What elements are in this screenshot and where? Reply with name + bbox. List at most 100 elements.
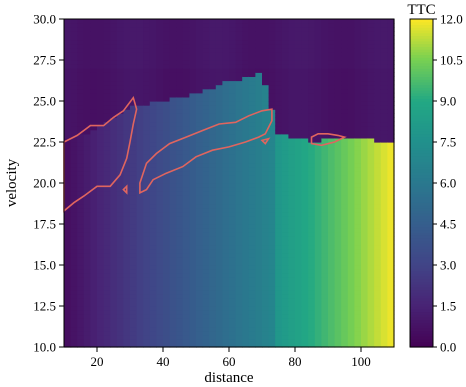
heatmap-cell — [341, 277, 349, 282]
heatmap-cell — [83, 301, 91, 307]
heatmap-cell — [248, 191, 256, 196]
heatmap-cell — [387, 203, 395, 209]
heatmap-cell — [116, 252, 124, 258]
heatmap-cell — [156, 35, 164, 41]
heatmap-cell — [149, 166, 157, 172]
heatmap-cell — [156, 260, 164, 266]
heatmap-cell — [163, 273, 171, 278]
heatmap-cell — [242, 125, 250, 131]
heatmap-cell — [367, 92, 375, 98]
heatmap-cell — [110, 117, 118, 123]
heatmap-cell — [130, 187, 138, 192]
heatmap-cell — [262, 72, 270, 77]
heatmap-cell — [196, 219, 204, 225]
heatmap-cell — [136, 88, 144, 94]
heatmap-cell — [248, 297, 256, 303]
heatmap-cell — [163, 146, 171, 151]
heatmap-cell — [361, 133, 369, 139]
heatmap-cell — [288, 117, 296, 123]
heatmap-cell — [209, 269, 217, 274]
heatmap-cell — [77, 318, 85, 323]
heatmap-cell — [308, 228, 316, 233]
heatmap-cell — [83, 318, 91, 323]
y-tick-label: 10.0 — [33, 340, 56, 355]
heatmap-cell — [347, 273, 355, 278]
heatmap-cell — [262, 121, 270, 127]
heatmap-cell — [136, 244, 144, 250]
heatmap-cell — [308, 51, 316, 57]
heatmap-cell — [314, 322, 322, 328]
heatmap-cell — [110, 318, 118, 323]
heatmap-cell — [314, 240, 322, 246]
heatmap-cell — [281, 236, 289, 241]
heatmap-cell — [361, 92, 369, 98]
heatmap-cell — [380, 170, 388, 176]
heatmap-cell — [268, 105, 276, 110]
heatmap-cell — [176, 219, 184, 225]
heatmap-cell — [156, 248, 164, 254]
heatmap-cell — [156, 334, 164, 340]
heatmap-cell — [149, 265, 157, 270]
colorbar-segment — [410, 29, 433, 34]
heatmap-cell — [64, 232, 72, 237]
heatmap-cell — [156, 183, 164, 188]
heatmap-cell — [169, 326, 177, 332]
heatmap-cell — [361, 203, 369, 209]
heatmap-cell — [374, 215, 382, 221]
heatmap-cell — [103, 260, 111, 266]
heatmap-cell — [97, 322, 105, 328]
heatmap-cell — [196, 142, 204, 147]
heatmap-cell — [334, 183, 342, 188]
heatmap-cell — [97, 252, 105, 258]
heatmap-cell — [196, 199, 204, 205]
colorbar-segment — [410, 191, 433, 195]
colorbar-tick-label: 6.0 — [440, 176, 456, 191]
heatmap-cell — [321, 105, 329, 110]
heatmap-cell — [235, 301, 243, 307]
heatmap-cell — [347, 195, 355, 200]
heatmap-cell — [361, 277, 369, 282]
heatmap-cell — [380, 252, 388, 258]
heatmap-cell — [262, 60, 270, 65]
heatmap-cell — [189, 117, 197, 123]
heatmap-cell — [301, 252, 309, 258]
heatmap-cell — [262, 293, 270, 299]
heatmap-cell — [149, 318, 157, 323]
heatmap-cell — [156, 240, 164, 246]
heatmap-cell — [255, 306, 263, 311]
colorbar-segment — [410, 114, 433, 118]
heatmap-cell — [222, 248, 230, 254]
heatmap-cell — [110, 207, 118, 213]
heatmap-cell — [209, 133, 217, 139]
heatmap-cell — [281, 314, 289, 319]
heatmap-cell — [314, 183, 322, 188]
heatmap-cell — [275, 80, 283, 86]
heatmap-cell — [136, 326, 144, 332]
heatmap-cell — [163, 240, 171, 246]
heatmap-cell — [176, 236, 184, 241]
heatmap-cell — [268, 326, 276, 332]
heatmap-cell — [242, 101, 250, 106]
heatmap-cell — [281, 260, 289, 266]
heatmap-cell — [182, 322, 190, 328]
heatmap-cell — [328, 129, 336, 135]
heatmap-cell — [215, 174, 223, 180]
heatmap-cell — [189, 43, 197, 49]
heatmap-cell — [235, 195, 243, 200]
heatmap-cell — [202, 326, 210, 332]
heatmap-cell — [116, 178, 124, 184]
heatmap-cell — [130, 31, 138, 36]
heatmap-cell — [248, 60, 256, 65]
heatmap-cell — [387, 170, 395, 176]
heatmap-cell — [229, 219, 237, 225]
heatmap-cell — [341, 211, 349, 217]
heatmap-cell — [77, 203, 85, 209]
heatmap-cell — [387, 27, 395, 32]
colorbar-segment — [410, 65, 433, 69]
heatmap-cell — [235, 289, 243, 295]
heatmap-cell — [182, 68, 190, 73]
heatmap-cell — [328, 76, 336, 82]
heatmap-cell — [268, 281, 276, 287]
heatmap-cell — [301, 146, 309, 151]
heatmap-cell — [380, 76, 388, 82]
